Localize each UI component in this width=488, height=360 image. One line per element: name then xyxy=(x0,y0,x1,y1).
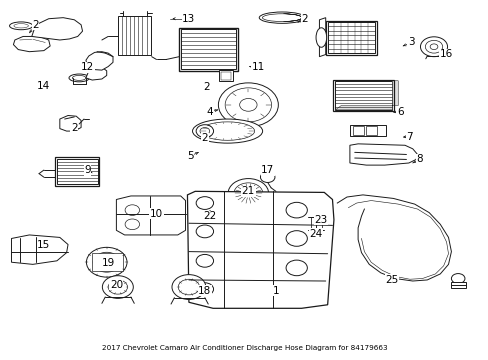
Circle shape xyxy=(450,274,464,283)
Text: 3: 3 xyxy=(407,37,414,48)
Bar xyxy=(310,217,321,230)
Circle shape xyxy=(196,283,213,296)
Bar xyxy=(325,21,376,54)
Text: 2: 2 xyxy=(203,82,210,92)
Polygon shape xyxy=(60,116,81,131)
Polygon shape xyxy=(116,196,185,235)
Polygon shape xyxy=(13,36,50,52)
Text: 25: 25 xyxy=(385,275,398,285)
Text: 18: 18 xyxy=(198,285,211,296)
Bar xyxy=(221,72,230,80)
Text: 20: 20 xyxy=(110,280,122,289)
Text: 2: 2 xyxy=(32,20,39,30)
Ellipse shape xyxy=(192,119,262,143)
Text: 17: 17 xyxy=(261,165,274,175)
Bar xyxy=(179,28,238,71)
Text: 6: 6 xyxy=(396,107,403,117)
Text: 24: 24 xyxy=(309,229,322,239)
Bar xyxy=(219,70,232,81)
Polygon shape xyxy=(187,192,333,308)
Bar xyxy=(55,157,99,186)
Ellipse shape xyxy=(315,28,326,47)
Polygon shape xyxy=(349,144,417,165)
Polygon shape xyxy=(319,18,325,57)
Bar xyxy=(118,15,150,55)
Circle shape xyxy=(196,125,213,138)
Bar xyxy=(333,80,393,111)
Text: 16: 16 xyxy=(439,49,452,59)
Circle shape xyxy=(420,37,447,57)
Text: 23: 23 xyxy=(314,215,327,225)
Circle shape xyxy=(172,275,205,300)
Circle shape xyxy=(196,225,213,238)
Circle shape xyxy=(86,247,127,277)
Bar xyxy=(57,159,98,184)
Circle shape xyxy=(196,197,213,210)
Bar xyxy=(366,126,376,135)
Text: 4: 4 xyxy=(206,107,213,117)
Circle shape xyxy=(227,179,268,208)
Text: 10: 10 xyxy=(150,209,163,219)
Circle shape xyxy=(102,276,133,298)
Circle shape xyxy=(196,255,213,267)
Circle shape xyxy=(285,260,307,276)
Ellipse shape xyxy=(69,74,89,82)
Text: 2: 2 xyxy=(201,133,208,143)
Text: 7: 7 xyxy=(406,132,412,142)
Text: 22: 22 xyxy=(203,211,216,221)
Text: 8: 8 xyxy=(415,154,422,165)
Text: 1: 1 xyxy=(272,285,279,296)
Polygon shape xyxy=(86,67,106,80)
Text: 11: 11 xyxy=(251,62,264,72)
Text: 2: 2 xyxy=(71,122,78,132)
Ellipse shape xyxy=(259,12,305,23)
Text: 12: 12 xyxy=(81,62,94,72)
Text: 5: 5 xyxy=(186,151,193,161)
Polygon shape xyxy=(11,235,68,264)
Circle shape xyxy=(285,202,307,218)
Circle shape xyxy=(260,172,274,183)
Polygon shape xyxy=(92,253,122,271)
Text: 2017 Chevrolet Camaro Air Conditioner Discharge Hose Diagram for 84179663: 2017 Chevrolet Camaro Air Conditioner Di… xyxy=(102,345,386,351)
Polygon shape xyxy=(335,81,397,110)
Bar xyxy=(352,126,363,135)
Text: 21: 21 xyxy=(241,186,254,196)
Text: 9: 9 xyxy=(84,165,90,175)
Text: 15: 15 xyxy=(37,239,50,249)
Bar xyxy=(335,81,392,110)
Text: 13: 13 xyxy=(182,14,195,24)
Bar xyxy=(349,125,386,136)
Bar xyxy=(450,282,465,288)
Polygon shape xyxy=(86,52,113,70)
Ellipse shape xyxy=(10,22,33,30)
Text: 14: 14 xyxy=(37,81,50,91)
Bar xyxy=(327,22,374,53)
Circle shape xyxy=(218,83,278,127)
Text: 2: 2 xyxy=(301,14,307,24)
Bar xyxy=(180,29,236,69)
Text: 19: 19 xyxy=(102,258,115,268)
Polygon shape xyxy=(32,18,82,40)
Circle shape xyxy=(285,231,307,246)
